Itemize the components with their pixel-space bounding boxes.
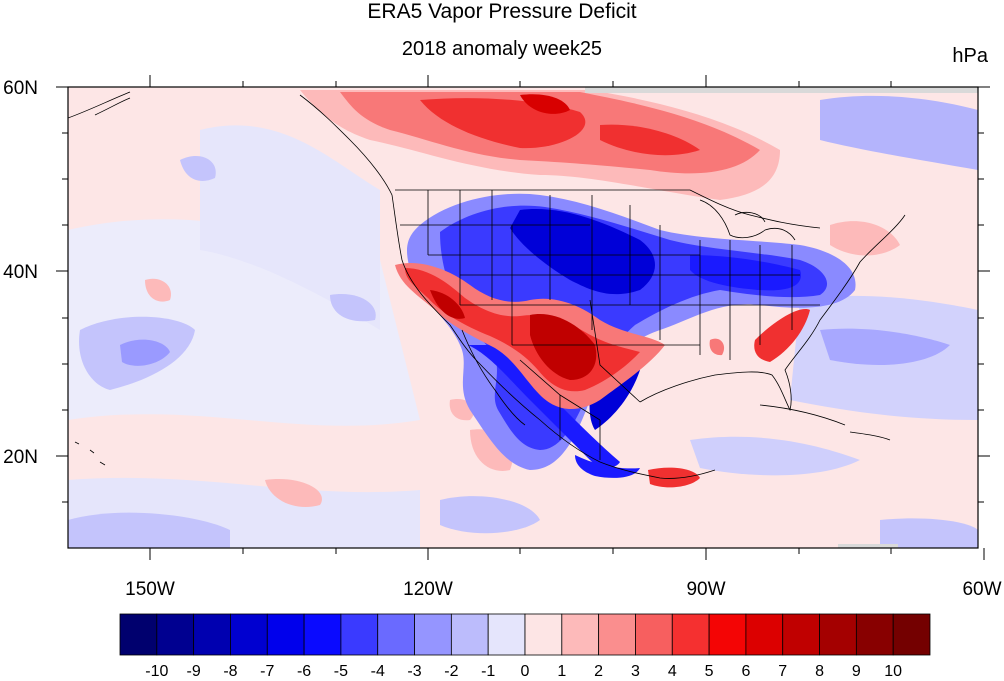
colorbar-tick-label: 9: [852, 663, 861, 680]
field-sw-red-core: [530, 314, 597, 380]
colorbar-box: [266, 613, 305, 656]
field-ca-red-core: [430, 290, 465, 319]
field-pacific-neutral-2: [200, 125, 380, 331]
colorbar-box: [745, 613, 784, 656]
lon-label-120w: 120W: [403, 579, 453, 600]
lon-label-60w: 60W: [962, 579, 1001, 600]
colorbar-box: [414, 613, 452, 656]
field-south-atlantic-blue: [880, 518, 978, 548]
colorbar-box: [340, 613, 379, 656]
colorbar-tick-label: -1: [481, 663, 495, 680]
colorbar-box: [487, 613, 526, 656]
field-blue-patch-2: [180, 156, 216, 181]
lon-label-90w: 90W: [686, 579, 725, 600]
colorbar-box: [855, 613, 894, 656]
lat-label-20n: 20N: [3, 447, 38, 468]
lat-label-60n: 60N: [3, 78, 38, 99]
field-us-blue-core-2: [690, 255, 801, 291]
colorbar-tick-label: -2: [444, 663, 458, 680]
colorbar-tick-label: -3: [407, 663, 421, 680]
colorbar-tick-label: 1: [557, 663, 566, 680]
colorbar-box: [598, 613, 636, 656]
colorbar-tick-label: 7: [778, 663, 787, 680]
field-atlantic-blue-2: [820, 328, 950, 365]
colorbar-tick-label: -5: [334, 663, 348, 680]
field-se-red-2: [709, 338, 725, 356]
axis-ticks: [56, 75, 990, 560]
chart-title: ERA5 Vapor Pressure Deficit: [367, 0, 637, 23]
field-mexico-west-blue: [468, 345, 620, 468]
colorbar-tick-label: 2: [594, 663, 603, 680]
field-blue-patch-1b: [120, 339, 170, 366]
field-blue-patch-3: [330, 294, 376, 322]
colorbar-box: [708, 613, 747, 656]
colorbar-box: [193, 613, 231, 656]
colorbar-tick-label: -9: [187, 663, 201, 680]
colorbar-box: [892, 613, 931, 656]
colorbar-box: [524, 613, 563, 656]
colorbar-tick-label: -6: [297, 663, 311, 680]
boundaries: [68, 91, 906, 479]
colorbar-tick-label: 4: [668, 663, 677, 680]
field-canada-red-4: [520, 94, 570, 114]
colorbar-box: [782, 613, 820, 656]
field-us-blue-core-1: [510, 209, 655, 295]
colorbar-tick-label: -7: [260, 663, 274, 680]
field-mexico-south-blue: [575, 455, 640, 478]
colorbar-box: [377, 613, 415, 656]
missing-bottom: [838, 544, 898, 548]
colorbar-box: [230, 613, 268, 656]
field-labrador-blue: [820, 95, 978, 170]
colorbar-box: [635, 613, 673, 656]
colorbar-box: [561, 613, 600, 656]
colorbar-tick-label: 0: [521, 663, 530, 680]
field-newengland-red: [830, 221, 900, 256]
colorbar-tick-label: 8: [815, 663, 824, 680]
units-label: hPa: [952, 45, 988, 67]
colorbar-tick-label: 5: [705, 663, 714, 680]
colorbar-tick-label: -8: [223, 663, 237, 680]
colorbar-labels: -10 -9 -8 -7 -6 -5 -4 -3 -2 -1 0 1 2 3 4 5 6 7 8 9 10: [145, 663, 902, 680]
field-red-patch-2: [265, 479, 322, 508]
colorbar-tick-label: 3: [631, 663, 640, 680]
field-central-america-red: [648, 467, 700, 488]
field-caribbean-blue: [690, 436, 860, 476]
colorbar-box: [156, 613, 195, 656]
colorbar-tick-label: 6: [741, 663, 750, 680]
colorbar-tick-label: 10: [884, 663, 902, 680]
field-blue-patch-5: [440, 496, 540, 534]
colorbar-box: [819, 613, 857, 656]
field-blue-patch-4: [68, 512, 230, 548]
lon-label-150w: 150W: [125, 579, 175, 600]
colorbar-box: [303, 613, 342, 656]
colorbar-box: [119, 613, 158, 656]
field-canada-red-5: [600, 124, 700, 156]
colorbar-box: [450, 613, 489, 656]
missing-top: [585, 87, 978, 93]
colorbar-tick-label: -4: [371, 663, 385, 680]
anomaly-field: [68, 87, 978, 548]
colorbar-box: [671, 613, 710, 656]
chart-subtitle: 2018 anomaly week25: [401, 38, 603, 60]
colorbar: [119, 613, 931, 656]
field-red-patch-1: [145, 278, 171, 302]
lat-label-40n: 40N: [3, 262, 38, 283]
field-se-red: [754, 309, 810, 362]
colorbar-tick-label: -10: [145, 663, 168, 680]
